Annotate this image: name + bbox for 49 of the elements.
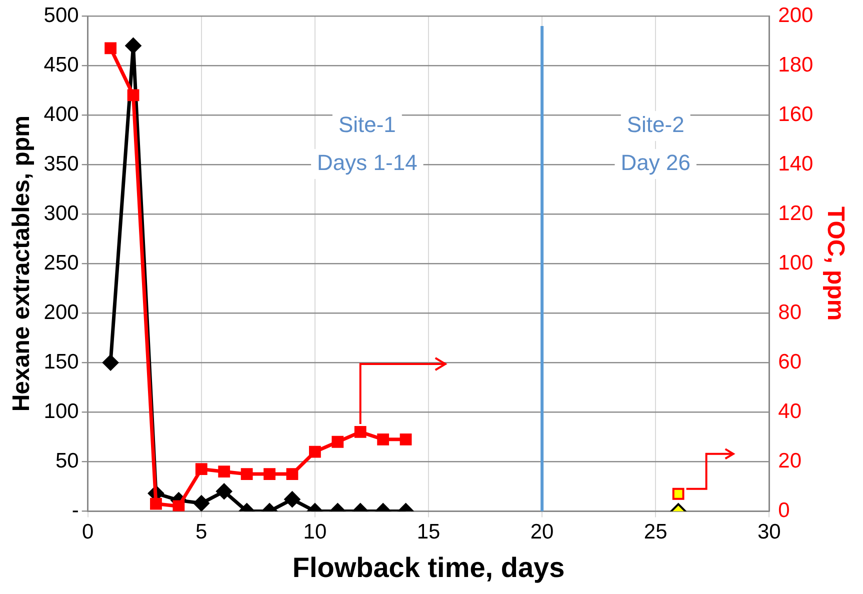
point bbox=[308, 446, 321, 458]
y-tick-label: 250 bbox=[44, 251, 79, 274]
y-tick-label: 300 bbox=[44, 202, 79, 225]
x-tick-label: 5 bbox=[196, 520, 208, 544]
point bbox=[672, 488, 684, 500]
y-tick-label: 100 bbox=[44, 400, 79, 423]
point bbox=[264, 468, 276, 480]
y2-tick-label: 140 bbox=[778, 152, 814, 176]
point bbox=[195, 463, 208, 476]
y-tick-label: 200 bbox=[44, 300, 79, 324]
y-tick-label: 150 bbox=[44, 350, 79, 374]
y2-tick-label: 40 bbox=[778, 400, 802, 423]
point bbox=[400, 433, 412, 446]
x-tick-label: 10 bbox=[303, 520, 327, 544]
x-tick-label: 20 bbox=[530, 520, 554, 544]
y2-tick-label: 180 bbox=[778, 53, 814, 76]
point bbox=[332, 436, 344, 448]
y2-tick-label: 20 bbox=[778, 449, 802, 472]
y-tick-label: 450 bbox=[44, 53, 79, 76]
y2-tick-label: 160 bbox=[778, 102, 814, 126]
point bbox=[150, 498, 162, 510]
x-tick-label: 0 bbox=[82, 520, 94, 544]
x-tick-label: 30 bbox=[757, 520, 781, 544]
y2-tick-label: 60 bbox=[778, 350, 802, 374]
y2-tick-label: 120 bbox=[778, 202, 814, 225]
y2-tick-label: 80 bbox=[778, 300, 802, 324]
point bbox=[127, 89, 140, 102]
point bbox=[240, 468, 253, 480]
y-tick-label: 350 bbox=[44, 152, 79, 176]
point bbox=[377, 433, 390, 446]
x-tick-label: 25 bbox=[644, 520, 668, 544]
x-axis-title: Flowback time, days bbox=[292, 552, 565, 583]
annotation: Site-2 Day 26 bbox=[620, 112, 690, 176]
y-tick-label: 400 bbox=[44, 102, 79, 126]
point bbox=[286, 468, 298, 480]
point bbox=[218, 466, 230, 478]
point bbox=[104, 42, 116, 54]
y2-axis-title: TOC, ppm bbox=[822, 206, 849, 321]
x-tick-label: 15 bbox=[416, 520, 440, 544]
y2-tick-label: 100 bbox=[778, 251, 814, 274]
y-tick-label: 50 bbox=[55, 449, 79, 472]
point bbox=[172, 500, 185, 512]
y-tick-label: 500 bbox=[44, 4, 79, 27]
annotation: Site-1 Days 1-14 bbox=[317, 112, 418, 176]
y2-tick-label: 0 bbox=[778, 498, 790, 522]
y-axis-title: Hexane extractables, ppm bbox=[8, 116, 36, 412]
y-tick-label: - bbox=[72, 498, 79, 522]
point bbox=[354, 426, 366, 438]
y2-tick-label: 200 bbox=[778, 4, 814, 27]
